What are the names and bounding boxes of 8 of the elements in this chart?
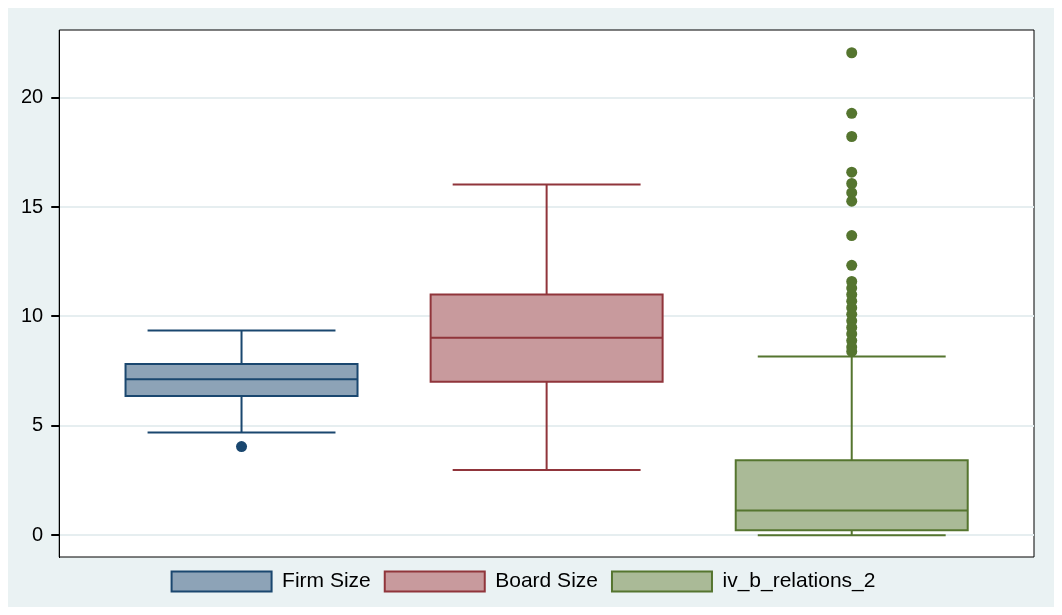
legend-label: iv_b_relations_2 [722,568,876,593]
y-tick-label: 5 [32,413,44,436]
legend-label: Board Size [495,568,598,592]
legend-label: Firm Size [282,568,371,592]
y-tick-label: 10 [21,303,44,326]
y-tick-label: 0 [32,522,44,545]
y-tick-label: 15 [21,194,44,217]
y-tick-label: 20 [21,85,44,108]
